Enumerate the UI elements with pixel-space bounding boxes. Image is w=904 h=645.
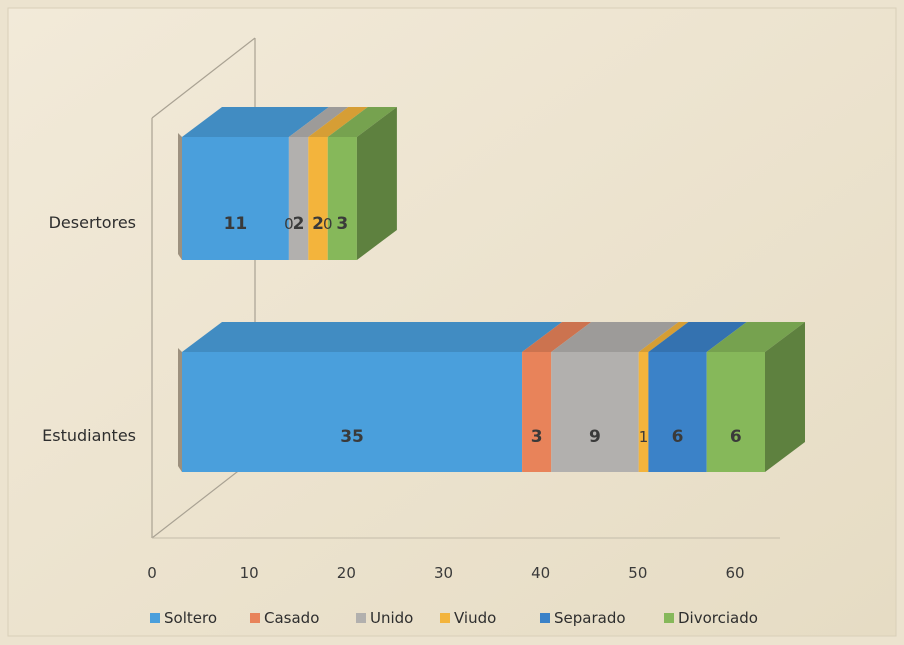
x-tick-label: 10 bbox=[240, 564, 259, 582]
bar-divorciado-desertores bbox=[327, 137, 357, 260]
data-label-separado-desertores: 0 bbox=[323, 215, 333, 233]
bar-top-separado-estudiantes bbox=[648, 322, 747, 352]
axis-wall-top bbox=[151, 37, 256, 119]
bar-side-estudiantes bbox=[765, 322, 805, 472]
y-axis-categories: Estudiantes Desertores bbox=[42, 213, 136, 445]
bar-unido-desertores bbox=[288, 137, 309, 260]
data-label-casado-estudiantes: 3 bbox=[531, 427, 543, 447]
category-label-estudiantes: Estudiantes bbox=[42, 426, 136, 445]
legend-label-divorciado: Divorciado bbox=[678, 609, 758, 627]
legend-swatch-separado bbox=[540, 613, 550, 623]
data-label-separado-estudiantes: 6 bbox=[672, 427, 684, 447]
bar-top-unido-desertores bbox=[288, 107, 349, 137]
category-label-desertores: Desertores bbox=[49, 213, 136, 232]
bar-unido-estudiantes bbox=[551, 352, 639, 472]
data-label-soltero-desertores: 11 bbox=[224, 214, 248, 234]
legend-swatch-divorciado bbox=[664, 613, 674, 623]
data-label-viudo-estudiantes: 1 bbox=[639, 428, 649, 446]
bar-top-soltero-desertores bbox=[182, 107, 329, 137]
bar-divorciado-estudiantes bbox=[706, 352, 765, 472]
bar-top-divorciado-desertores bbox=[327, 107, 397, 137]
data-label-unido-desertores: 2 bbox=[293, 214, 305, 234]
data-label-divorciado-estudiantes: 6 bbox=[730, 427, 742, 447]
legend-label-viudo: Viudo bbox=[454, 609, 496, 627]
bar-top-divorciado-estudiantes bbox=[706, 322, 805, 352]
data-label-unido-estudiantes: 9 bbox=[589, 427, 601, 447]
legend-label-soltero: Soltero bbox=[164, 609, 217, 627]
x-tick-label: 30 bbox=[434, 564, 453, 582]
bar-shadow-estudiantes bbox=[178, 348, 182, 472]
data-label-divorciado-desertores: 3 bbox=[336, 214, 348, 234]
legend-label-casado: Casado bbox=[264, 609, 319, 627]
bar-soltero-estudiantes bbox=[182, 352, 523, 472]
legend: Soltero Casado Unido Viudo Separado Divorciad… bbox=[150, 609, 758, 627]
bar-separado-estudiantes bbox=[648, 352, 707, 472]
bar-top-soltero-estudiantes bbox=[182, 322, 563, 352]
legend-label-unido: Unido bbox=[370, 609, 413, 627]
legend-swatch-casado bbox=[250, 613, 260, 623]
x-tick-label: 0 bbox=[147, 564, 157, 582]
bar-casado-estudiantes bbox=[522, 352, 552, 472]
bar-viudo-desertores bbox=[308, 137, 328, 260]
x-axis-ticks: 0 10 20 30 40 50 60 bbox=[147, 564, 744, 582]
bar-shadow-desertores bbox=[178, 133, 182, 260]
x-tick-label: 60 bbox=[725, 564, 744, 582]
legend-label-separado: Separado bbox=[554, 609, 626, 627]
bar-top-viudo-desertores bbox=[308, 107, 368, 137]
bar-top-viudo-estudiantes bbox=[638, 322, 689, 352]
bar-soltero-desertores bbox=[182, 137, 289, 260]
bar-top-casado-estudiantes bbox=[522, 322, 592, 352]
data-label-casado-desertores: 0 bbox=[284, 215, 294, 233]
bar-viudo-estudiantes bbox=[638, 352, 649, 472]
data-label-viudo-desertores: 2 bbox=[312, 214, 324, 234]
x-tick-label: 50 bbox=[628, 564, 647, 582]
x-tick-label: 40 bbox=[531, 564, 550, 582]
legend-swatch-soltero bbox=[150, 613, 160, 623]
bar-side-desertores bbox=[356, 107, 397, 260]
legend-swatch-viudo bbox=[440, 613, 450, 623]
x-tick-label: 20 bbox=[337, 564, 356, 582]
bar-top-unido-estudiantes bbox=[551, 322, 679, 352]
data-label-soltero-estudiantes: 35 bbox=[340, 427, 364, 447]
legend-swatch-unido bbox=[356, 613, 366, 623]
bars: 35 3 9 1 6 611 0 2 2 0 3 bbox=[178, 107, 805, 472]
